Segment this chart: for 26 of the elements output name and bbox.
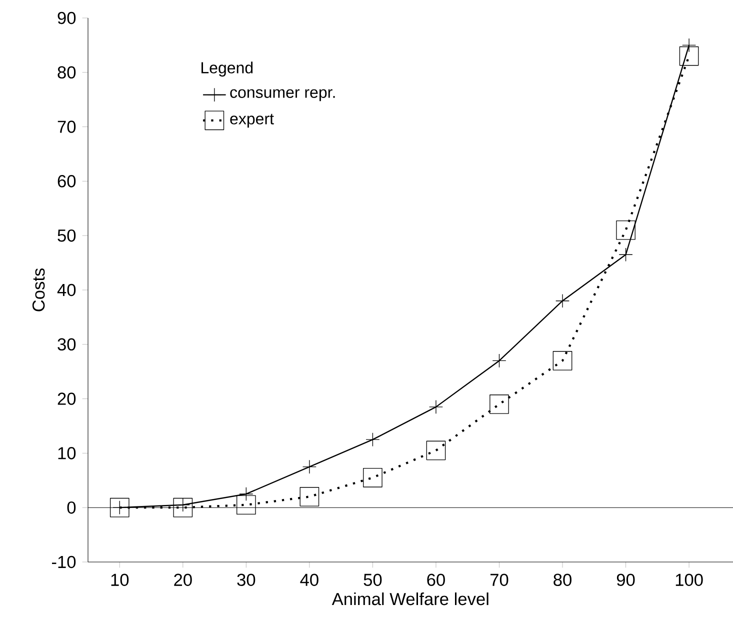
x-tick-label: 80 bbox=[554, 574, 572, 586]
legend-label: consumer repr. bbox=[230, 89, 335, 102]
x-tick-label: 50 bbox=[364, 574, 382, 586]
x-tick-label: 20 bbox=[174, 574, 192, 586]
y-tick-label: 30 bbox=[58, 338, 76, 351]
x-tick-label: 90 bbox=[616, 574, 635, 586]
y-tick-label: -10 bbox=[52, 556, 76, 568]
x-tick-label: 40 bbox=[300, 574, 318, 586]
x-tick-label: 70 bbox=[490, 574, 508, 586]
x-tick-label: 30 bbox=[237, 574, 256, 586]
y-tick-label: 40 bbox=[57, 284, 76, 296]
x-axis-title: Animal Welfare level bbox=[332, 592, 488, 606]
y-tick-label: 90 bbox=[58, 12, 76, 24]
y-tick-label: 20 bbox=[58, 392, 76, 405]
y-tick-label: 60 bbox=[58, 175, 76, 188]
y-tick-label: 50 bbox=[58, 229, 76, 242]
y-tick-label: 80 bbox=[58, 66, 76, 79]
x-tick-label: 10 bbox=[111, 574, 129, 586]
y-tick-label: 10 bbox=[58, 447, 76, 460]
y-axis-title: Costs bbox=[32, 268, 45, 312]
x-tick-label: 60 bbox=[427, 574, 445, 586]
y-tick-label: 70 bbox=[58, 120, 76, 133]
y-tick-label: 0 bbox=[67, 501, 76, 514]
legend-title: Legend bbox=[202, 62, 253, 77]
x-tick-label: 100 bbox=[676, 574, 703, 586]
legend-label: expert bbox=[230, 114, 274, 128]
